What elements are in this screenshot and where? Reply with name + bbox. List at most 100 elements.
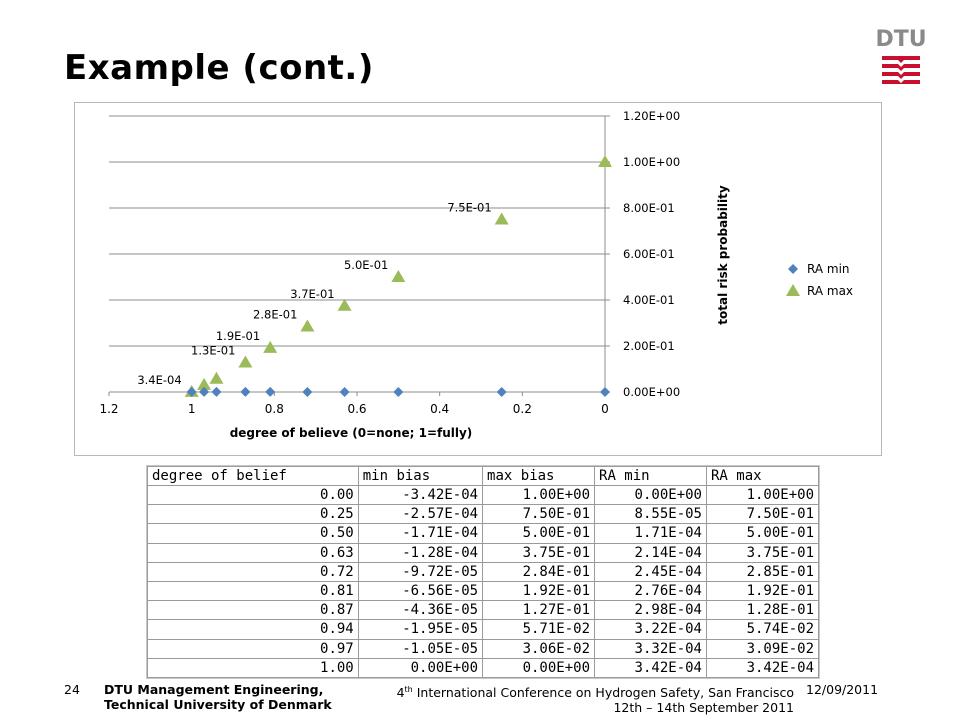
table-cell: 3.09E-02 [705, 638, 820, 659]
table-row: 0.00 -3.42E-04 1.00E+00 0.00E+00 1.00E+00 [147, 484, 820, 506]
table-row: 0.97 -1.05E-05 3.06E-02 3.32E-04 3.09E-02 [147, 638, 820, 659]
data-point-diamond [496, 386, 507, 397]
table-cell: 1.92E-01 [482, 580, 596, 602]
table-body: 0.00 -3.42E-04 1.00E+00 0.00E+00 1.00E+00 0.2… [147, 484, 820, 679]
legend-label: RA min [807, 262, 850, 276]
data-table-panel: degree of belief min bias max bias RA min RA… [146, 465, 820, 679]
chart-panel: 0.00E+00 2.00E-01 4.00E-01 6.00E-01 8.00E-01… [74, 102, 882, 456]
table-cell: 7.50E-01 [482, 504, 596, 525]
table-cell: 2.84E-01 [482, 561, 596, 582]
table-cell: 5.71E-02 [482, 619, 596, 640]
y-tick-label: 1.20E+00 [623, 109, 680, 123]
table-cell: 0.00E+00 [482, 657, 596, 679]
data-point-triangle [337, 298, 352, 311]
data-point-triangle [300, 319, 315, 332]
data-label: 3.7E-01 [290, 287, 334, 301]
table-cell: 0.97 [147, 638, 359, 659]
table-cell: 0.81 [147, 580, 359, 602]
x-tick-label: 1 [188, 402, 196, 416]
y-tick-label: 1.00E+00 [623, 155, 680, 169]
x-tick-label: 0 [601, 402, 609, 416]
table-cell: 3.75E-01 [482, 542, 596, 563]
footer-conference: 4th International Conference on Hydrogen… [360, 682, 794, 715]
table-cell: -6.56E-05 [357, 580, 484, 602]
table-cell: 0.94 [147, 619, 359, 640]
table-cell: 0.00E+00 [357, 657, 484, 679]
x-tick-label: 0.4 [430, 402, 449, 416]
data-point-diamond [302, 386, 313, 397]
table-cell: 5.00E-01 [705, 523, 820, 544]
x-tick-label: 0.6 [347, 402, 366, 416]
page-number: 24 [64, 682, 80, 697]
data-table: degree of belief min bias max bias RA min RA… [147, 466, 820, 679]
table-row: 0.50 -1.71E-04 5.00E-01 1.71E-04 5.00E-01 [147, 523, 820, 544]
table-cell: -1.95E-05 [357, 619, 484, 640]
footer-date: 12/09/2011 [806, 682, 879, 697]
data-point-triangle [391, 270, 406, 282]
data-point-diamond [240, 386, 251, 397]
table-cell: 0.50 [147, 523, 359, 544]
x-tick-label: 1.2 [99, 402, 118, 416]
data-label: 2.8E-01 [253, 307, 297, 321]
y-tick-label: 0.00E+00 [623, 385, 680, 399]
x-tick-label: 0.8 [265, 402, 284, 416]
footer-org-line1: DTU Management Engineering, [104, 682, 324, 697]
table-header-cell: RA max [705, 466, 820, 486]
y-tick-label: 2.00E-01 [623, 339, 675, 353]
table-cell: -3.42E-04 [357, 484, 484, 506]
data-label: 5.0E-01 [344, 258, 388, 272]
table-cell: 1.00 [147, 657, 359, 679]
table-cell: 1.28E-01 [705, 600, 820, 621]
data-label: 1.9E-01 [216, 329, 260, 343]
data-point-diamond [199, 386, 210, 397]
table-cell: 0.00E+00 [594, 484, 707, 506]
table-cell: 7.50E-01 [705, 504, 820, 525]
table-cell: 2.85E-01 [705, 561, 820, 582]
footer-conf-line2: 12th – 14th September 2011 [613, 700, 794, 716]
data-point-diamond [788, 264, 798, 274]
table-row: 0.87 -4.36E-05 1.27E-01 2.98E-04 1.28E-01 [147, 600, 820, 621]
table-cell: -2.57E-04 [357, 504, 484, 525]
table-cell: 3.42E-04 [594, 657, 707, 679]
table-cell: 0.87 [147, 600, 359, 621]
table-row: 0.94 -1.95E-05 5.71E-02 3.22E-04 5.74E-02 [147, 619, 820, 640]
legend-label: RA max [807, 284, 853, 298]
data-point-diamond [393, 386, 404, 397]
y-tick-label: 6.00E-01 [623, 247, 675, 261]
table-cell: -4.36E-05 [357, 600, 484, 621]
y-axis-title: total risk probability [716, 185, 730, 325]
table-row: 0.81 -6.56E-05 1.92E-01 2.76E-04 1.92E-01 [147, 580, 820, 602]
data-point-diamond [265, 386, 276, 397]
dtu-logo: DTU [875, 24, 927, 92]
table-cell: 3.06E-02 [482, 638, 596, 659]
data-point-diamond [186, 386, 197, 397]
footer-conf-line1: 4th International Conference on Hydrogen… [396, 685, 794, 701]
table-cell: 0.00 [147, 484, 359, 506]
data-point-triangle [494, 212, 509, 225]
table-cell: -1.28E-04 [357, 542, 484, 563]
y-tick-label: 4.00E-01 [623, 293, 675, 307]
footer-organization: DTU Management Engineering, Technical Un… [104, 682, 332, 712]
table-cell: 1.00E+00 [482, 484, 596, 506]
table-cell: 8.55E-05 [594, 504, 707, 525]
table-header-row: degree of belief min bias max bias RA min RA… [147, 466, 820, 486]
data-point-diamond [600, 387, 610, 397]
table-cell: -9.72E-05 [357, 561, 484, 582]
data-point-diamond [211, 386, 222, 397]
table-cell: 5.74E-02 [705, 619, 820, 640]
data-point-triangle [598, 155, 612, 167]
table-row: 0.25 -2.57E-04 7.50E-01 8.55E-05 7.50E-01 [147, 504, 820, 525]
data-point-triangle [238, 355, 253, 368]
table-cell: 3.42E-04 [705, 657, 820, 679]
data-label: 1.3E-01 [191, 344, 235, 358]
scatter-chart: 0.00E+00 2.00E-01 4.00E-01 6.00E-01 8.00E-01… [99, 109, 853, 440]
data-label: 3.4E-04 [137, 373, 181, 387]
table-cell: 5.00E-01 [482, 523, 596, 544]
table-header-cell: RA min [594, 466, 707, 486]
table-row: 0.63 -1.28E-04 3.75E-01 2.14E-04 3.75E-01 [147, 542, 820, 563]
table-cell: 2.14E-04 [594, 542, 707, 563]
table-cell: 0.25 [147, 504, 359, 525]
slide-title: Example (cont.) [64, 48, 374, 88]
data-point-triangle [209, 371, 224, 384]
data-point-diamond [339, 386, 350, 397]
